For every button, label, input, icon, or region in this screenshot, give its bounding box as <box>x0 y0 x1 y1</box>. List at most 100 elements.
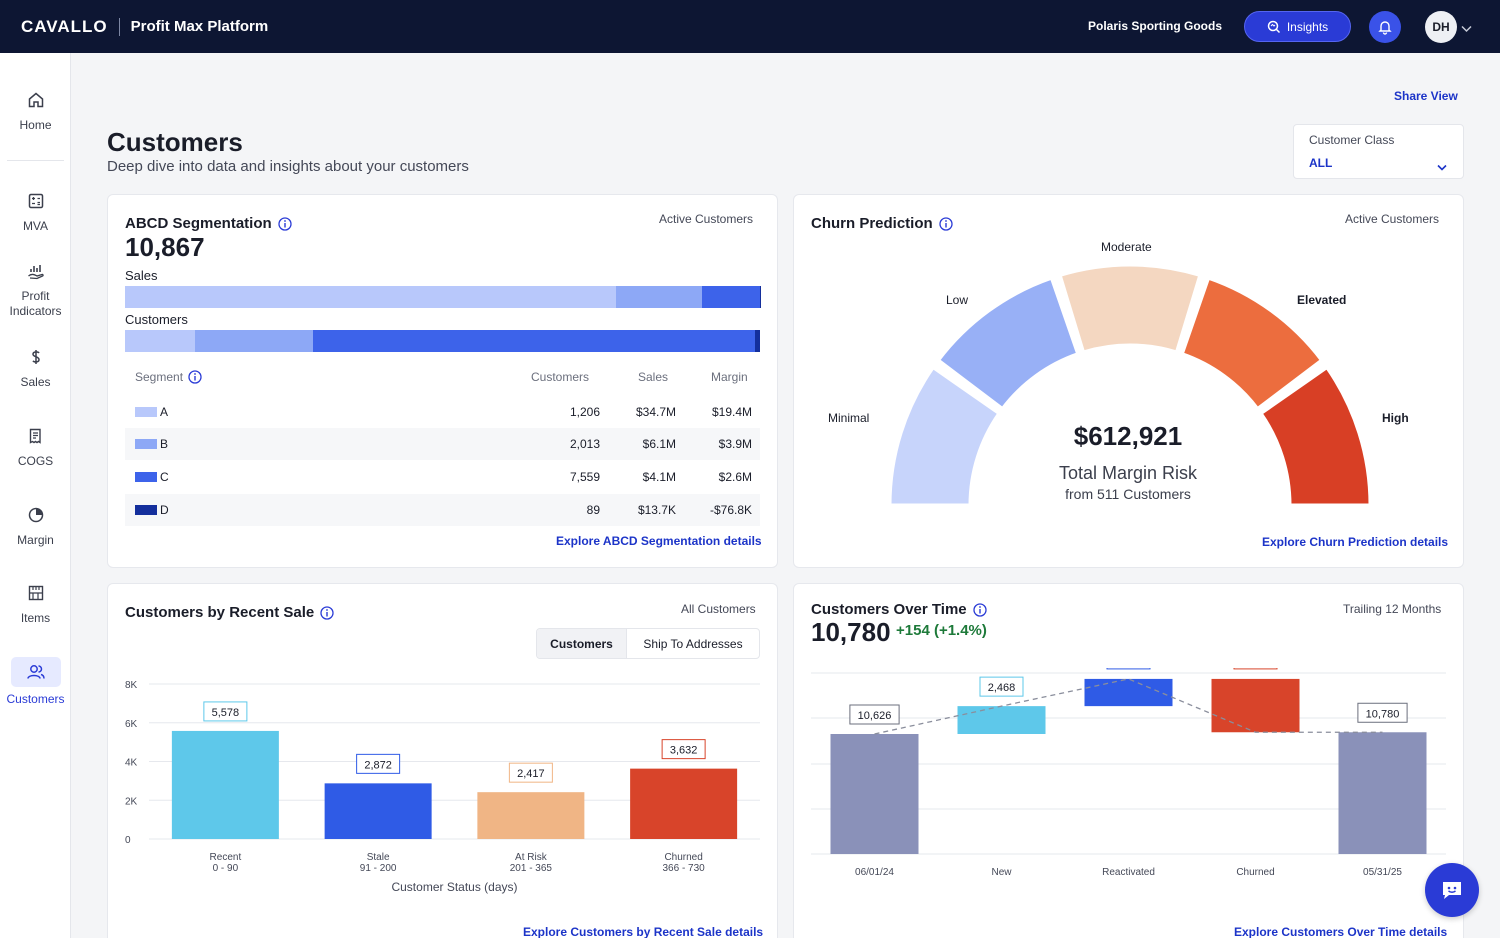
segment-name: A <box>160 405 169 419</box>
data-label-box <box>1233 668 1278 670</box>
chat-assistant-button[interactable] <box>1425 863 1479 917</box>
chevron-down-icon <box>1437 158 1447 176</box>
sidebar-item-mva[interactable]: MVA <box>0 191 71 234</box>
sales-stacked-bar[interactable] <box>125 286 760 308</box>
share-view-link[interactable]: Share View <box>1394 89 1458 103</box>
notifications-button[interactable] <box>1369 11 1401 43</box>
stack-segment-b[interactable] <box>195 330 313 352</box>
y-tick-label: 4K <box>125 758 138 769</box>
segment-margin: $2.6M <box>718 470 752 484</box>
data-label: 10,626 <box>858 710 892 722</box>
churn-tag: Active Customers <box>1345 212 1440 226</box>
info-icon[interactable] <box>188 370 202 384</box>
toggle-customers[interactable]: Customers <box>537 629 627 658</box>
data-label-box <box>203 701 248 722</box>
stack-segment-c[interactable] <box>702 286 760 308</box>
at-risk-customers-label: from 511 Customers <box>1065 486 1191 502</box>
over-time-total: 10,780 <box>811 617 891 647</box>
segment-margin: $19.4M <box>711 405 752 419</box>
stack-segment-a[interactable] <box>125 330 196 352</box>
sidebar-item-home[interactable]: Home <box>0 90 71 133</box>
stack-segment-b[interactable] <box>615 286 703 308</box>
home-icon <box>26 90 46 110</box>
x-tick-sublabel: 366 - 730 <box>662 863 705 874</box>
sidebar-item-customers[interactable]: Customers <box>0 657 71 707</box>
x-tick-sublabel: 0 - 90 <box>213 863 239 874</box>
sidebar: Home MVA Profit Indicators Sales COGS Ma… <box>0 53 71 938</box>
info-icon[interactable] <box>278 216 292 231</box>
stack-segment-c[interactable] <box>312 330 755 352</box>
bar-at-risk[interactable] <box>477 792 585 839</box>
over-time-title-text: Customers Over Time <box>811 601 967 618</box>
explore-recent-sale-link[interactable]: Explore Customers by Recent Sale details <box>523 925 764 938</box>
x-tick-label: Churned <box>664 852 702 863</box>
user-avatar[interactable]: DH <box>1425 11 1457 43</box>
data-label-box <box>661 739 706 760</box>
y-tick-label: 0 <box>125 835 131 846</box>
x-axis-title: Customer Status (days) <box>391 880 517 894</box>
segment-swatch <box>135 439 157 449</box>
data-label: 2,468 <box>988 682 1016 694</box>
sidebar-item-sales[interactable]: Sales <box>0 347 71 390</box>
gauge-label-high: High <box>1382 411 1409 425</box>
explore-churn-link[interactable]: Explore Churn Prediction details <box>1262 535 1449 549</box>
waterfall-bar-06-01-24[interactable] <box>830 734 919 854</box>
x-tick-label: Stale <box>367 852 390 863</box>
table-row[interactable]: A 1,206 $34.7M $19.4M <box>125 396 760 428</box>
waterfall-bar-churned[interactable] <box>1211 678 1300 733</box>
sidebar-item-label: Home <box>19 118 52 132</box>
brand-logo[interactable]: CAVALLO <box>21 16 108 36</box>
data-label-box <box>849 704 900 725</box>
gauge-segment-low[interactable] <box>937 276 1080 410</box>
gauge-segment-minimal[interactable] <box>888 366 1001 505</box>
organization-name[interactable]: Polaris Sporting Goods <box>1088 19 1223 33</box>
sidebar-item-cogs[interactable]: COGS <box>0 426 71 469</box>
calculator-icon <box>26 191 46 211</box>
segment-swatch <box>135 472 157 482</box>
chart-hand-icon <box>26 261 46 281</box>
over-time-growth: +154 (+1.4%) <box>896 622 987 639</box>
data-label: 5,578 <box>212 707 240 719</box>
explore-over-time-link[interactable]: Explore Customers Over Time details <box>1234 925 1448 938</box>
insights-button[interactable]: Insights <box>1244 11 1351 42</box>
bar-churned[interactable] <box>630 768 738 839</box>
table-row[interactable]: C 7,559 $4.1M $2.6M <box>125 461 760 493</box>
stack-segment-a[interactable] <box>125 286 616 308</box>
data-label-box <box>1357 702 1408 723</box>
x-tick-label: Churned <box>1236 867 1274 878</box>
segment-margin: $3.9M <box>718 437 752 451</box>
customers-stacked-bar[interactable] <box>125 330 760 352</box>
bell-icon <box>1378 20 1392 35</box>
waterfall-bar-05-31-25[interactable] <box>1338 732 1427 854</box>
bar-recent[interactable] <box>171 730 279 839</box>
stack-segment-d[interactable] <box>754 330 760 352</box>
sidebar-item-items[interactable]: Items <box>0 583 71 626</box>
margin-header: Margin <box>711 370 748 384</box>
waterfall-bar-reactivated[interactable] <box>1084 678 1173 707</box>
table-row[interactable]: D 89 $13.7K -$76.8K <box>125 494 760 526</box>
info-icon[interactable] <box>320 605 334 620</box>
sidebar-item-profit-indicators[interactable]: Profit Indicators <box>0 261 71 319</box>
gauge-segment-moderate[interactable] <box>1058 263 1202 354</box>
data-label: 2,417 <box>517 768 545 780</box>
toggle-ship-to-addresses[interactable]: Ship To Addresses <box>643 636 743 651</box>
gauge-segment-elevated[interactable] <box>1180 276 1323 410</box>
segment-header-text: Segment <box>135 370 184 384</box>
gauge-segment-high[interactable] <box>1259 366 1372 505</box>
customer-class-value: ALL <box>1309 156 1333 170</box>
x-tick-label: Recent <box>210 852 242 863</box>
total-margin-risk-label: Total Margin Risk <box>1058 463 1198 483</box>
bar-stale[interactable] <box>324 783 432 839</box>
table-row[interactable]: B 2,013 $6.1M $3.9M <box>125 428 760 460</box>
chevron-down-icon[interactable] <box>1461 20 1472 38</box>
sidebar-item-margin[interactable]: Margin <box>0 505 71 548</box>
data-label-box <box>1106 668 1151 670</box>
customer-class-select[interactable]: Customer Class ALL <box>1293 124 1464 179</box>
over-time-chart: 10,62606/01/242,468New2,410Reactivated4,… <box>811 668 1446 878</box>
segment-sales: $6.1M <box>642 437 676 451</box>
info-icon[interactable] <box>939 216 953 231</box>
explore-abcd-link[interactable]: Explore ABCD Segmentation details <box>556 534 762 548</box>
waterfall-bar-new[interactable] <box>957 706 1046 734</box>
info-icon[interactable] <box>972 602 987 617</box>
